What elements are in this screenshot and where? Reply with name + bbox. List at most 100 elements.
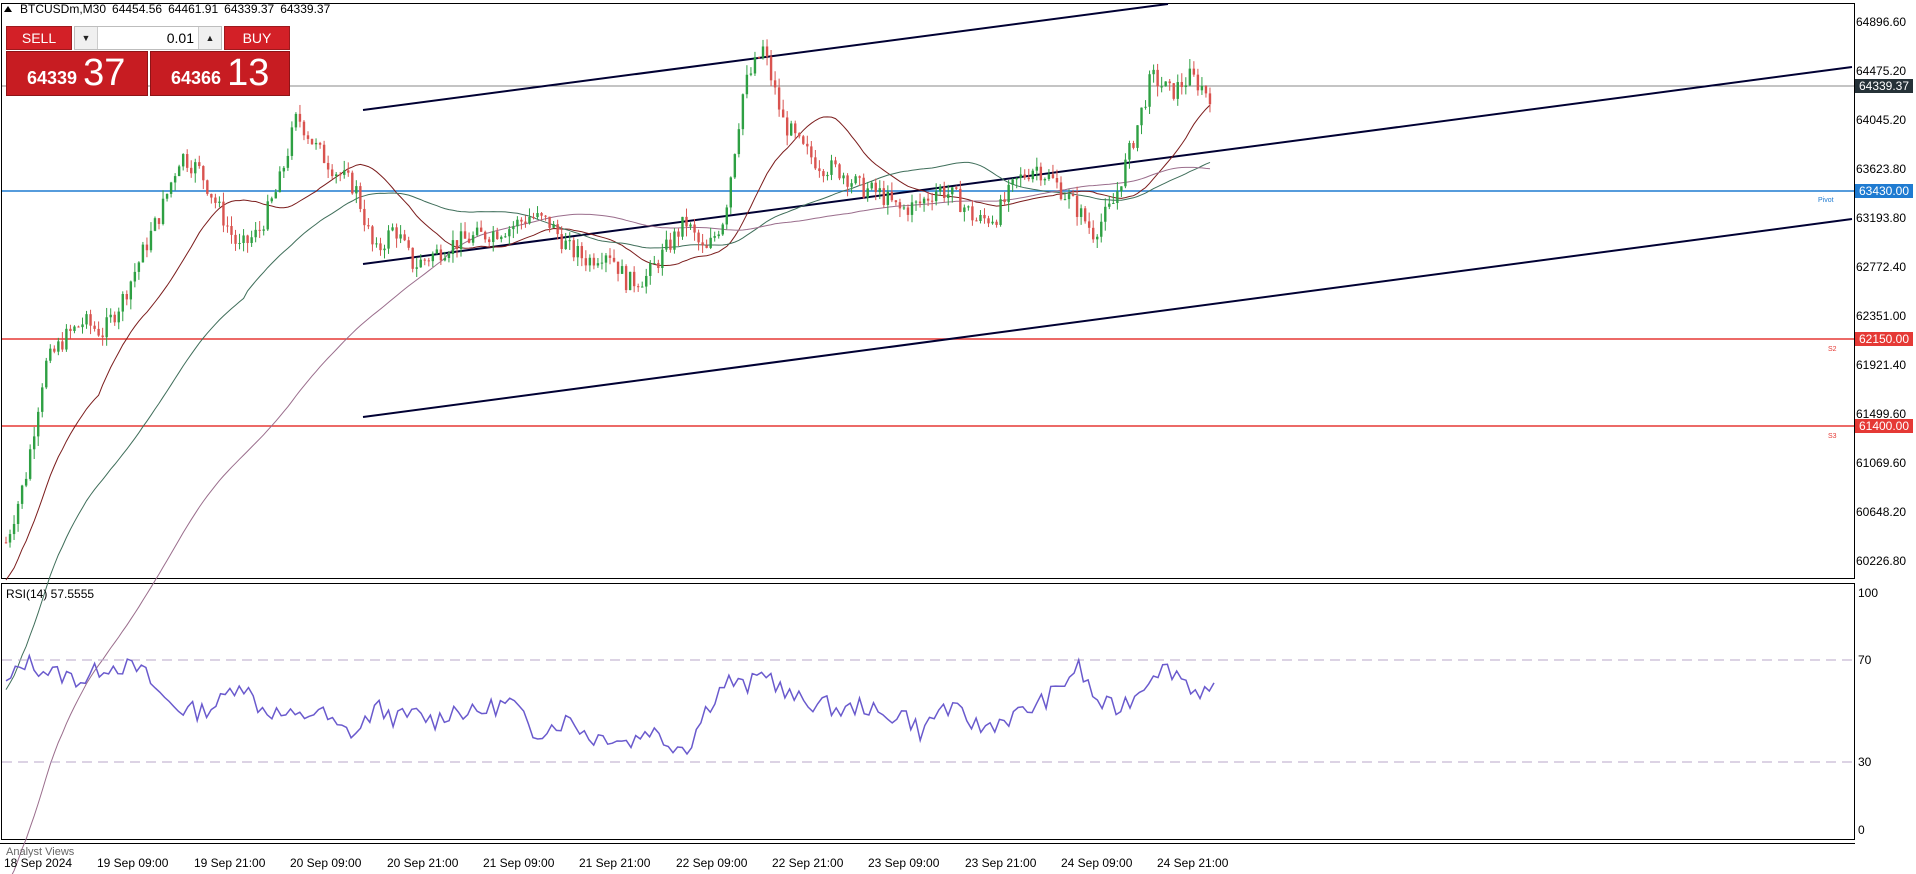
candle-body [528, 217, 531, 224]
candle-body [552, 224, 555, 228]
lot-size-stepper[interactable]: ▼ 0.01 ▲ [74, 26, 222, 50]
candle-body [1092, 227, 1095, 240]
candle-body [628, 271, 632, 291]
candle-body [177, 166, 181, 177]
candle-body [1031, 170, 1034, 180]
candle-body [604, 255, 608, 263]
analyst-views-label[interactable]: Analyst Views [6, 846, 75, 858]
candle-body [395, 227, 398, 239]
candle-body [955, 187, 958, 189]
lot-size-input[interactable]: 0.01 [166, 30, 194, 46]
rsi-axis-label: 70 [1858, 653, 1872, 667]
candle-body [773, 80, 777, 88]
channel-lower-line[interactable] [362, 218, 1853, 418]
candle-body [206, 180, 209, 194]
candle-body [508, 229, 511, 237]
time-axis-label: 20 Sep 21:00 [387, 856, 459, 870]
sell-button[interactable]: SELL [6, 26, 72, 50]
candle-body [218, 201, 221, 203]
candle-body [351, 172, 354, 194]
candle-body [4, 542, 8, 544]
candle-body [270, 198, 273, 202]
candle-body [455, 240, 459, 250]
candle-body [117, 311, 120, 323]
candle-body [693, 224, 696, 233]
candle-body [906, 207, 910, 215]
candle-body [741, 94, 745, 130]
price-axis-label: 63193.80 [1856, 211, 1907, 225]
candle-body [101, 335, 104, 338]
candle-body [262, 229, 265, 231]
candle-body [20, 485, 24, 504]
candle-body [967, 206, 970, 208]
candle-body [41, 387, 44, 412]
candle-body [737, 129, 741, 155]
sell-price-quote[interactable]: 64339 37 [6, 51, 148, 96]
rsi-axis-label: 0 [1858, 823, 1865, 837]
candle-body [210, 193, 213, 198]
collapse-triangle-icon[interactable] [4, 6, 12, 12]
candle-body [1011, 179, 1014, 185]
candle-body [411, 247, 414, 269]
candle-body [1152, 69, 1155, 75]
candle-body [669, 239, 672, 250]
candle-body [548, 216, 551, 228]
candle-body [717, 234, 720, 237]
candle-body [137, 262, 141, 272]
time-axis-label: 24 Sep 09:00 [1061, 856, 1133, 870]
candle-body [326, 162, 330, 170]
chevron-up-icon[interactable]: ▲ [198, 27, 221, 49]
candle-body [403, 234, 406, 241]
channel-upper-line[interactable] [362, 3, 1169, 111]
buy-price-quote[interactable]: 64366 13 [150, 51, 290, 96]
candle-body [109, 314, 112, 318]
rsi-axis-label: 30 [1858, 755, 1872, 769]
candle-body [97, 328, 100, 336]
candle-body [733, 154, 737, 178]
candle-body [202, 166, 205, 181]
candle-body [230, 226, 233, 235]
candle-body [846, 175, 849, 187]
candle-body [830, 160, 833, 175]
open-value: 64454.56 [112, 2, 163, 16]
candle-body [1071, 194, 1075, 196]
candle-body [822, 171, 825, 177]
candle-body [339, 174, 342, 176]
candle-body [387, 230, 390, 249]
candle-body [729, 177, 732, 208]
channel-middle-line[interactable] [362, 66, 1853, 265]
candle-body [914, 201, 918, 203]
chevron-down-icon[interactable]: ▼ [75, 27, 98, 49]
candle-body [1168, 81, 1171, 84]
candle-body [302, 121, 306, 136]
candle-body [798, 133, 801, 137]
candle-body [367, 225, 370, 227]
candle-body [500, 236, 503, 240]
current-price-tag: 64339.37 [1855, 79, 1913, 93]
candle-body [1019, 174, 1022, 179]
candle-body [1208, 93, 1212, 105]
candle-body [665, 239, 668, 250]
candle-body [524, 221, 527, 224]
candle-body [1172, 83, 1175, 99]
candle-body [286, 155, 290, 168]
candle-body [757, 57, 761, 59]
candle-body [81, 324, 84, 328]
candle-body [1079, 208, 1083, 217]
candle-body [483, 231, 487, 240]
candle-body [419, 259, 422, 268]
buy-button[interactable]: BUY [224, 26, 290, 50]
candle-body [1112, 202, 1115, 204]
candle-body [129, 281, 133, 300]
candle-body [689, 224, 692, 227]
s3-level-name: S3 [1828, 433, 1837, 440]
candle-body [721, 224, 724, 235]
candle-body [556, 224, 559, 235]
candle-body [133, 271, 137, 282]
buy-price-main: 64366 [171, 68, 222, 88]
candle-body [310, 138, 314, 145]
candle-body [657, 263, 660, 268]
candle-body [45, 360, 48, 388]
candle-body [407, 240, 410, 248]
